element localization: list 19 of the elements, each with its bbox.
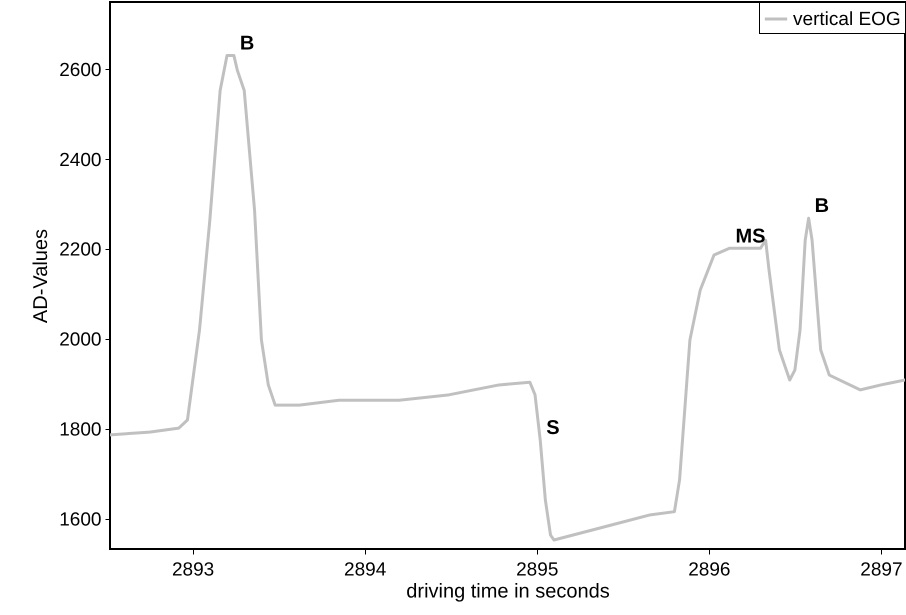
line-series — [110, 54, 905, 542]
annotation: B — [240, 32, 254, 54]
x-tick-label: 2893 — [172, 560, 214, 580]
legend-label: vertical EOG — [793, 9, 901, 30]
x-axis-title: driving time in seconds — [406, 580, 610, 602]
y-tick-label: 2200 — [59, 240, 102, 261]
x-tick-label: 2896 — [688, 560, 730, 580]
y-tick-label: 1600 — [59, 509, 102, 530]
x-tick-label: 2894 — [344, 560, 387, 580]
annotation: S — [546, 416, 560, 439]
y-tick-label: 2400 — [59, 150, 102, 171]
x-tick-label: 2895 — [516, 560, 558, 580]
y-tick-label: 1800 — [59, 419, 102, 440]
annotation: MS — [735, 225, 766, 248]
y-tick-label: 2000 — [59, 330, 102, 351]
y-axis-title: AD-Values — [30, 228, 52, 324]
x-tick-label: 2897 — [860, 560, 903, 580]
annotation: B — [814, 195, 830, 218]
y-tick-label: 2600 — [59, 60, 102, 81]
